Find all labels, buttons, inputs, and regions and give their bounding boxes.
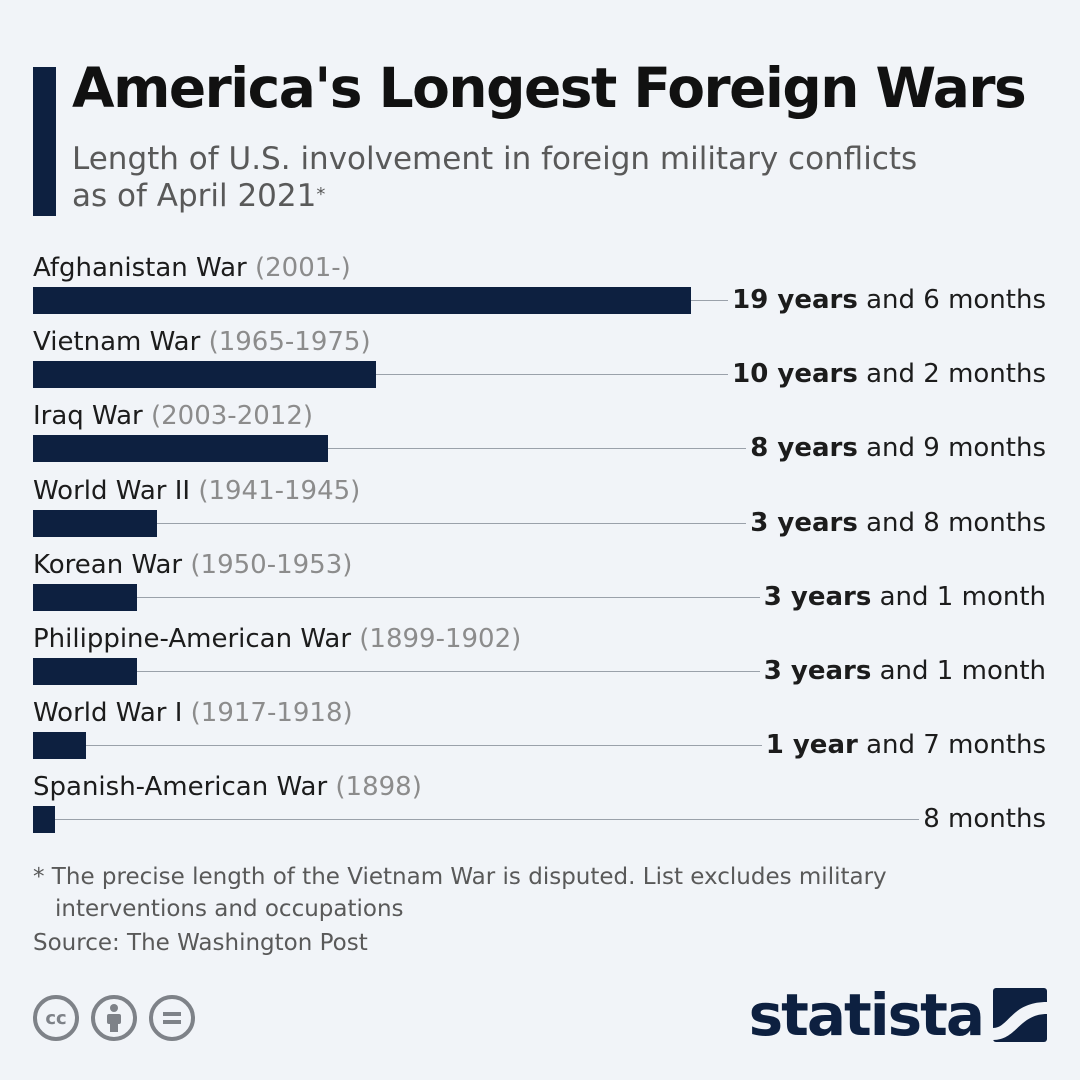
value-rest: and 7 months <box>857 730 1046 761</box>
category-name: Vietnam War <box>33 327 201 358</box>
category-period: (1941-1945) <box>198 475 361 506</box>
category-period: (1950-1953) <box>190 549 353 580</box>
value-years: 3 years <box>750 507 858 538</box>
bar-category-label: Vietnam War (1965-1975) <box>33 327 371 357</box>
value-rest: and 1 month <box>871 581 1046 612</box>
value-years: 19 years <box>732 285 858 315</box>
bar-category-label: Philippine-American War (1899-1902) <box>33 624 521 654</box>
category-period: (1965-1975) <box>208 327 371 358</box>
subtitle-text: Length of U.S. involvement in foreign mi… <box>72 141 918 214</box>
bar-leader-line <box>328 448 747 450</box>
bar-value-label: 1 year and 7 months <box>766 730 1046 760</box>
bar[interactable] <box>33 287 691 314</box>
footnote: * The precise length of the Vietnam War … <box>33 864 887 922</box>
category-name: Iraq War <box>33 401 143 432</box>
category-name: Philippine-American War <box>33 624 352 654</box>
bar[interactable] <box>33 806 56 834</box>
bar-leader-line <box>86 745 762 747</box>
bar-leader-line <box>137 596 760 598</box>
bar-leader-line <box>137 671 760 672</box>
value-years: 3 years <box>763 656 872 686</box>
value-rest: and 8 months <box>857 507 1046 538</box>
bar-category-label: Korean War (1950-1953) <box>33 550 352 580</box>
subtitle-footnote-mark: * <box>316 184 326 205</box>
value-rest: and 1 month <box>871 656 1046 686</box>
bar-category-label: Iraq War (2003-2012) <box>33 401 313 431</box>
bar-leader-line <box>691 300 729 301</box>
category-period: (1899-1902) <box>359 624 522 654</box>
category-period: (2003-2012) <box>151 401 314 432</box>
bar-value-label: 3 years and 8 months <box>750 508 1046 538</box>
bar-category-label: Afghanistan War (2001-) <box>33 253 351 283</box>
category-period: (2001-) <box>254 253 351 283</box>
statista-wordmark: statista <box>748 981 985 1049</box>
value-years: 3 years <box>763 581 872 612</box>
bar[interactable] <box>33 583 138 611</box>
bar[interactable] <box>33 361 377 389</box>
category-period: (1898) <box>335 772 422 803</box>
value-years: 10 years <box>732 359 858 390</box>
category-name: Spanish-American War <box>33 772 328 803</box>
value-rest: and 6 months <box>857 285 1046 315</box>
category-name: World War II <box>33 475 191 506</box>
bar[interactable] <box>33 658 138 685</box>
statista-logo[interactable]: statista <box>749 985 1047 1045</box>
source-note: Source: The Washington Post <box>33 930 368 956</box>
license-icons: cc <box>33 995 195 1041</box>
bar-value-label: 3 years and 1 month <box>764 656 1046 686</box>
attribution-person-glyph <box>107 1004 121 1032</box>
equals-glyph <box>163 1012 181 1024</box>
category-name: Afghanistan War <box>33 253 247 283</box>
bar-value-label: 3 years and 1 month <box>764 582 1046 612</box>
bar[interactable] <box>33 435 329 463</box>
value-rest: and 9 months <box>857 433 1046 464</box>
value-rest: and 2 months <box>857 359 1046 390</box>
bar-leader-line <box>376 374 729 376</box>
bar-leader-line <box>55 819 920 821</box>
attribution-icon[interactable] <box>91 995 137 1041</box>
bar-leader-line <box>156 522 747 524</box>
value-years: 1 year <box>765 730 858 761</box>
statista-logo-icon <box>993 988 1047 1042</box>
category-name: World War I <box>33 698 183 729</box>
bar-value-label: 8 months <box>923 804 1046 834</box>
bar-category-label: World War I (1917-1918) <box>33 698 353 728</box>
cc-icon[interactable]: cc <box>33 995 79 1041</box>
chart-title: America's Longest Foreign Wars <box>72 56 1027 120</box>
value-rest: 8 months <box>923 804 1046 835</box>
bar-category-label: World War II (1941-1945) <box>33 476 360 506</box>
bar-value-label: 10 years and 2 months <box>732 359 1046 389</box>
bar[interactable] <box>33 509 157 537</box>
bar-value-label: 8 years and 9 months <box>750 433 1046 463</box>
bar-value-label: 19 years and 6 months <box>732 285 1046 315</box>
chart-subtitle: Length of U.S. involvement in foreign mi… <box>72 141 952 215</box>
bar[interactable] <box>33 732 87 760</box>
value-years: 8 years <box>750 433 858 464</box>
title-accent-bar <box>33 67 56 216</box>
category-period: (1917-1918) <box>190 698 353 729</box>
category-name: Korean War <box>33 549 183 580</box>
no-derivatives-icon[interactable] <box>149 995 195 1041</box>
bar-category-label: Spanish-American War (1898) <box>33 772 422 802</box>
